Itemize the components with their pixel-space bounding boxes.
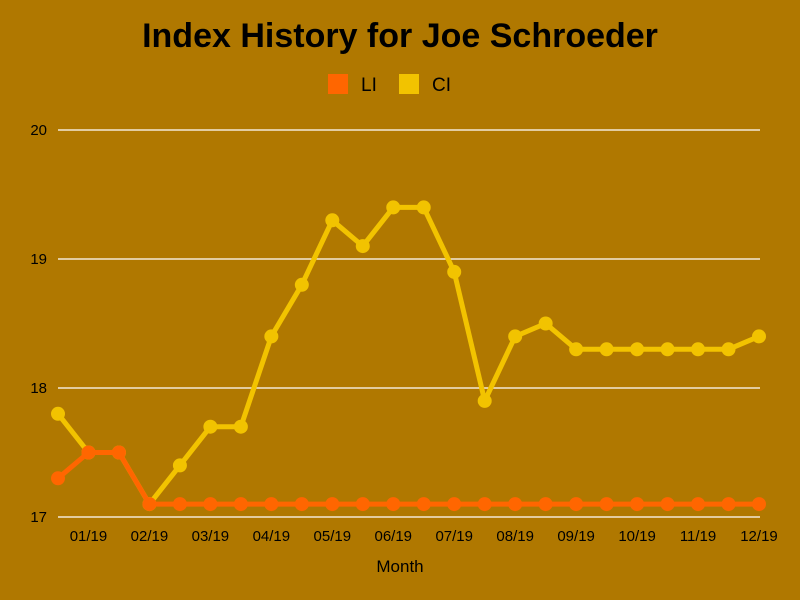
data-point-ci[interactable] [508, 329, 523, 344]
series-li [51, 445, 766, 512]
data-point-ci[interactable] [172, 458, 187, 473]
data-point-ci[interactable] [477, 393, 492, 408]
series-line-ci [55, 204, 762, 507]
x-tick-label: 02/19 [131, 528, 169, 545]
legend-swatch-li [328, 74, 348, 94]
y-tick-label: 18 [30, 380, 47, 397]
x-axis-title: Month [376, 557, 423, 576]
data-point-li[interactable] [599, 497, 614, 512]
data-point-li[interactable] [721, 497, 736, 512]
data-point-li[interactable] [264, 497, 279, 512]
data-point-li[interactable] [142, 497, 157, 512]
x-tick-label: 09/19 [557, 528, 595, 545]
data-point-ci[interactable] [325, 213, 340, 228]
data-point-ci[interactable] [416, 200, 431, 215]
y-axis: 17 18 19 20 [30, 122, 47, 526]
data-point-li[interactable] [203, 497, 218, 512]
data-point-ci[interactable] [599, 342, 614, 357]
data-point-li[interactable] [691, 497, 706, 512]
series-ci [51, 200, 766, 512]
y-tick-label: 19 [30, 251, 47, 268]
data-point-ci[interactable] [51, 406, 65, 421]
data-point-ci[interactable] [233, 419, 248, 434]
data-point-li[interactable] [355, 497, 370, 512]
x-tick-label: 08/19 [496, 528, 534, 545]
chart-title: Index History for Joe Schroeder [142, 17, 658, 55]
x-tick-label: 01/19 [70, 528, 108, 545]
data-point-ci[interactable] [538, 316, 553, 331]
data-point-ci[interactable] [355, 239, 370, 254]
data-point-ci[interactable] [203, 419, 218, 434]
data-point-li[interactable] [630, 497, 645, 512]
data-point-li[interactable] [111, 445, 126, 460]
series-layer [51, 200, 766, 512]
data-point-ci[interactable] [660, 342, 675, 357]
grid-lines [58, 129, 760, 518]
x-tick-label: 07/19 [435, 528, 473, 545]
x-tick-label: 11/19 [680, 528, 716, 545]
legend-label-ci: CI [432, 75, 451, 96]
data-point-ci[interactable] [752, 329, 766, 344]
data-point-li[interactable] [81, 445, 96, 460]
data-point-li[interactable] [477, 497, 492, 512]
data-point-li[interactable] [660, 497, 675, 512]
x-tick-label: 06/19 [374, 528, 412, 545]
data-point-ci[interactable] [264, 329, 279, 344]
series-line-li [55, 450, 762, 507]
data-point-ci[interactable] [294, 277, 309, 292]
x-tick-label: 12/19 [740, 528, 778, 545]
legend-item-ci[interactable]: CI [399, 74, 451, 96]
data-point-li[interactable] [752, 497, 766, 512]
data-point-ci[interactable] [630, 342, 645, 357]
x-tick-label: 05/19 [314, 528, 352, 545]
data-point-li[interactable] [325, 497, 340, 512]
data-point-ci[interactable] [691, 342, 706, 357]
data-point-li[interactable] [416, 497, 431, 512]
data-point-ci[interactable] [447, 264, 462, 279]
data-point-li[interactable] [233, 497, 248, 512]
x-tick-label: 10/19 [618, 528, 656, 545]
data-point-li[interactable] [386, 497, 401, 512]
data-point-li[interactable] [569, 497, 584, 512]
legend-swatch-ci [399, 74, 419, 94]
data-point-ci[interactable] [386, 200, 401, 215]
x-axis: 01/19 02/19 03/19 04/19 05/19 06/19 07/19 08/19… [70, 528, 778, 545]
data-point-li[interactable] [447, 497, 462, 512]
y-tick-label: 20 [30, 122, 47, 139]
data-point-li[interactable] [538, 497, 553, 512]
data-point-ci[interactable] [721, 342, 736, 357]
data-point-li[interactable] [508, 497, 523, 512]
legend-item-li[interactable]: LI [328, 74, 377, 96]
x-tick-label: 03/19 [192, 528, 230, 545]
data-point-li[interactable] [51, 471, 65, 486]
legend: LI CI [328, 74, 451, 96]
legend-label-li: LI [361, 75, 377, 96]
data-point-li[interactable] [294, 497, 309, 512]
data-point-ci[interactable] [569, 342, 584, 357]
y-tick-label: 17 [30, 509, 47, 526]
x-tick-label: 04/19 [253, 528, 291, 545]
data-point-li[interactable] [172, 497, 187, 512]
